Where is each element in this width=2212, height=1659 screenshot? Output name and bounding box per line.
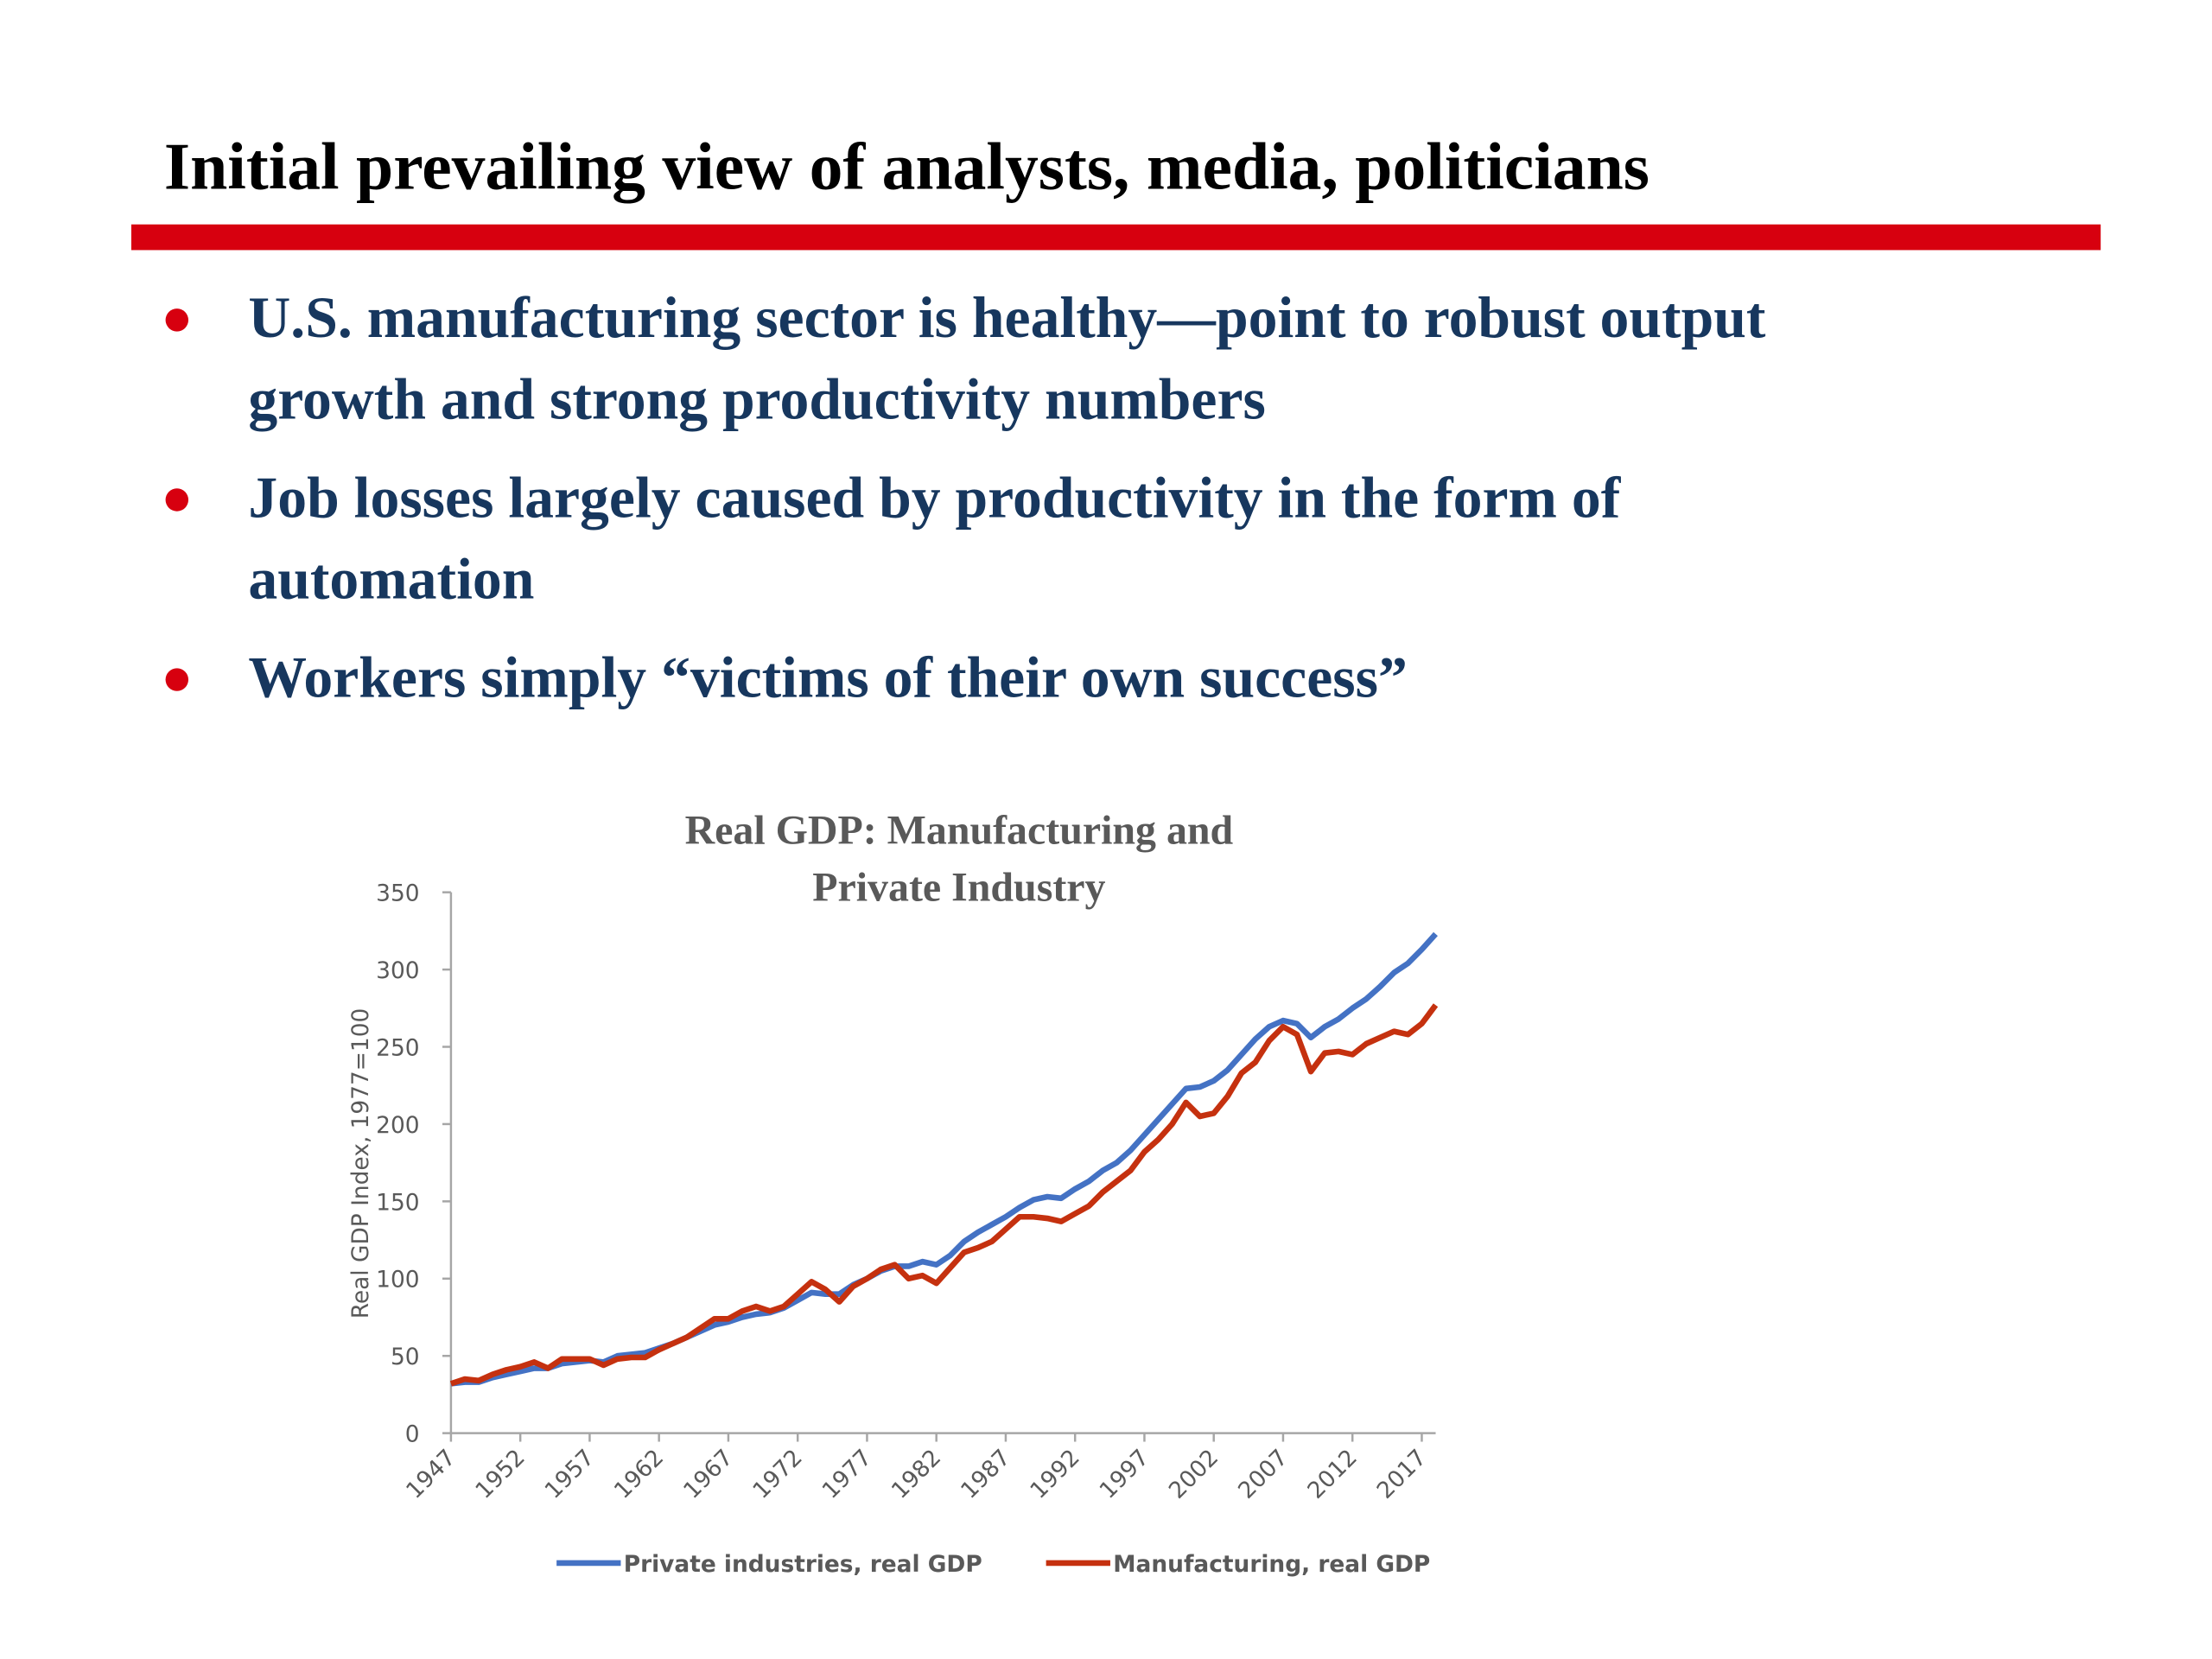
chart-title: Real GDP: Manufacturing and Private Indu… bbox=[684, 808, 1234, 912]
bullet-text: automation bbox=[248, 546, 534, 611]
bullet-text: Workers simply “victims of their own suc… bbox=[248, 645, 1407, 709]
bullet-dot bbox=[165, 488, 189, 512]
bullet-text: U.S. manufacturing sector is healthy—poi… bbox=[248, 285, 1766, 350]
y-axis-label: Real GDP Index, 1977=100 bbox=[347, 1008, 374, 1319]
bullet-dot bbox=[165, 668, 189, 691]
slide-title: Initial prevailing view of analysts, med… bbox=[164, 129, 1649, 203]
bullet-text: growth and strong productivity numbers bbox=[248, 366, 1265, 431]
y-tick-label: 350 bbox=[376, 880, 419, 907]
title-rule bbox=[130, 224, 2101, 251]
y-tick-label: 50 bbox=[391, 1344, 420, 1370]
bullet-dot bbox=[165, 308, 189, 332]
y-tick-label: 300 bbox=[376, 957, 419, 984]
y-tick-label: 0 bbox=[405, 1421, 420, 1448]
y-tick-label: 100 bbox=[376, 1267, 419, 1294]
y-tick-label: 200 bbox=[376, 1112, 419, 1139]
chart-title-box: Real GDP: Manufacturing and Private Indu… bbox=[684, 808, 1234, 912]
legend-label: Private industries, real GDP bbox=[624, 1551, 982, 1578]
data-line bbox=[449, 1003, 1439, 1387]
legend-label: Manufacturing, real GDP bbox=[1113, 1551, 1430, 1578]
y-tick-label: 250 bbox=[376, 1034, 419, 1061]
bullet-text: Job losses largely caused by productivit… bbox=[248, 465, 1621, 530]
bullet-list: U.S. manufacturing sector is healthy—poi… bbox=[165, 285, 1766, 709]
y-tick-label: 150 bbox=[376, 1189, 419, 1216]
